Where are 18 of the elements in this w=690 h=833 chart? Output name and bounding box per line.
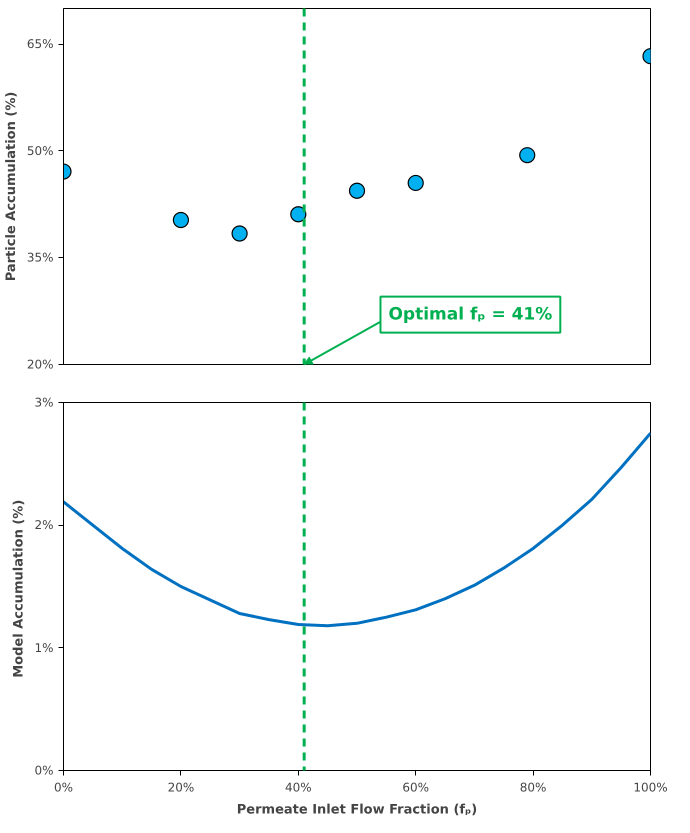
x-axis-title: Permeate Inlet Flow Fraction (fₚ) xyxy=(236,802,478,818)
x-tick-label: 40% xyxy=(284,780,312,794)
y-axis-title: Particle Accumulation (%) xyxy=(4,92,19,282)
y-tick-label: 65% xyxy=(26,37,54,52)
x-tick-label: 80% xyxy=(520,780,546,794)
ref-line-label: Optimal fₚ = 41% xyxy=(388,304,552,325)
y-tick-label: 35% xyxy=(26,250,54,265)
x-tick-label: 0% xyxy=(54,780,74,794)
y-tick-label: 20% xyxy=(26,358,54,372)
y-axis-title: Model Accumulation (%) xyxy=(11,500,26,678)
y-tick-label: 2% xyxy=(34,518,54,532)
y-tick-label: 3% xyxy=(34,396,54,410)
y-tick-label: 1% xyxy=(34,640,54,655)
y-tick-label: 0% xyxy=(34,764,54,778)
x-tick-label: 60% xyxy=(402,780,430,794)
x-tick-label: 20% xyxy=(168,780,194,794)
y-tick-label: 50% xyxy=(26,144,54,158)
x-tick-label: 100% xyxy=(633,780,668,794)
